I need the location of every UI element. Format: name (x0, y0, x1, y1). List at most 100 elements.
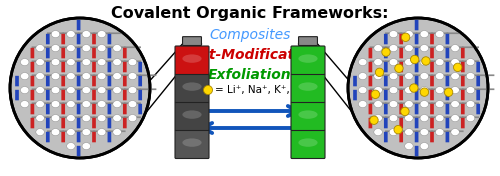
FancyBboxPatch shape (108, 46, 126, 48)
FancyBboxPatch shape (384, 132, 388, 142)
FancyBboxPatch shape (400, 62, 403, 72)
Ellipse shape (451, 87, 460, 94)
Ellipse shape (182, 54, 202, 63)
FancyBboxPatch shape (77, 20, 80, 30)
Circle shape (420, 88, 428, 96)
FancyBboxPatch shape (62, 102, 80, 104)
FancyBboxPatch shape (47, 88, 64, 90)
FancyBboxPatch shape (138, 90, 142, 100)
FancyBboxPatch shape (400, 118, 403, 128)
FancyBboxPatch shape (123, 62, 126, 72)
Ellipse shape (66, 87, 75, 94)
Ellipse shape (36, 129, 44, 136)
FancyBboxPatch shape (431, 32, 448, 34)
Ellipse shape (436, 87, 444, 94)
FancyBboxPatch shape (446, 74, 464, 76)
Ellipse shape (82, 31, 90, 38)
Ellipse shape (404, 129, 413, 136)
FancyBboxPatch shape (62, 48, 65, 58)
FancyBboxPatch shape (108, 76, 111, 86)
FancyBboxPatch shape (62, 32, 80, 34)
FancyBboxPatch shape (385, 32, 402, 34)
FancyBboxPatch shape (92, 76, 96, 86)
FancyBboxPatch shape (77, 62, 80, 72)
FancyBboxPatch shape (93, 130, 110, 132)
Ellipse shape (66, 101, 75, 108)
Ellipse shape (52, 101, 60, 108)
FancyBboxPatch shape (431, 116, 448, 118)
FancyBboxPatch shape (462, 74, 479, 76)
FancyBboxPatch shape (78, 60, 95, 62)
FancyBboxPatch shape (182, 37, 202, 46)
FancyBboxPatch shape (77, 76, 80, 86)
FancyBboxPatch shape (446, 62, 449, 72)
Ellipse shape (20, 59, 29, 66)
Ellipse shape (113, 115, 122, 122)
FancyBboxPatch shape (370, 60, 386, 62)
Circle shape (382, 48, 390, 56)
FancyBboxPatch shape (46, 62, 50, 72)
Ellipse shape (113, 45, 122, 52)
Ellipse shape (82, 59, 90, 66)
FancyBboxPatch shape (47, 32, 64, 34)
FancyBboxPatch shape (370, 116, 386, 118)
FancyBboxPatch shape (415, 48, 418, 58)
FancyBboxPatch shape (175, 74, 209, 102)
Ellipse shape (298, 82, 318, 91)
Ellipse shape (420, 129, 428, 136)
FancyBboxPatch shape (384, 76, 388, 86)
FancyBboxPatch shape (400, 48, 403, 58)
FancyBboxPatch shape (123, 118, 126, 128)
FancyBboxPatch shape (400, 116, 417, 118)
FancyBboxPatch shape (415, 34, 418, 44)
Circle shape (204, 86, 212, 95)
Ellipse shape (451, 115, 460, 122)
Ellipse shape (66, 45, 75, 52)
Ellipse shape (420, 31, 428, 38)
Ellipse shape (36, 87, 44, 94)
Ellipse shape (98, 87, 106, 94)
FancyBboxPatch shape (461, 76, 464, 86)
FancyBboxPatch shape (108, 32, 126, 34)
Ellipse shape (52, 31, 60, 38)
FancyBboxPatch shape (93, 74, 110, 76)
Ellipse shape (182, 138, 202, 147)
FancyBboxPatch shape (93, 32, 110, 34)
FancyBboxPatch shape (400, 102, 417, 104)
Ellipse shape (128, 59, 136, 66)
FancyBboxPatch shape (400, 60, 417, 62)
FancyBboxPatch shape (78, 74, 95, 76)
FancyBboxPatch shape (78, 116, 95, 118)
Circle shape (371, 90, 380, 99)
Ellipse shape (451, 101, 460, 108)
FancyBboxPatch shape (47, 74, 64, 76)
FancyBboxPatch shape (368, 104, 372, 114)
FancyBboxPatch shape (416, 46, 433, 48)
FancyBboxPatch shape (123, 90, 126, 100)
FancyBboxPatch shape (385, 102, 402, 104)
Ellipse shape (20, 87, 29, 94)
FancyBboxPatch shape (368, 48, 372, 58)
FancyBboxPatch shape (108, 130, 126, 132)
Ellipse shape (451, 59, 460, 66)
FancyBboxPatch shape (416, 32, 433, 34)
Ellipse shape (66, 129, 75, 136)
FancyBboxPatch shape (93, 46, 110, 48)
Ellipse shape (358, 59, 367, 66)
FancyBboxPatch shape (430, 76, 434, 86)
FancyBboxPatch shape (400, 34, 403, 44)
FancyBboxPatch shape (46, 34, 50, 44)
Ellipse shape (404, 101, 413, 108)
Ellipse shape (36, 59, 44, 66)
FancyBboxPatch shape (461, 48, 464, 58)
FancyBboxPatch shape (93, 116, 110, 118)
Ellipse shape (451, 129, 460, 136)
FancyBboxPatch shape (77, 90, 80, 100)
FancyBboxPatch shape (93, 102, 110, 104)
FancyBboxPatch shape (175, 102, 209, 130)
Ellipse shape (374, 101, 382, 108)
FancyBboxPatch shape (416, 74, 433, 76)
FancyBboxPatch shape (415, 90, 418, 100)
Ellipse shape (113, 87, 122, 94)
Ellipse shape (52, 45, 60, 52)
